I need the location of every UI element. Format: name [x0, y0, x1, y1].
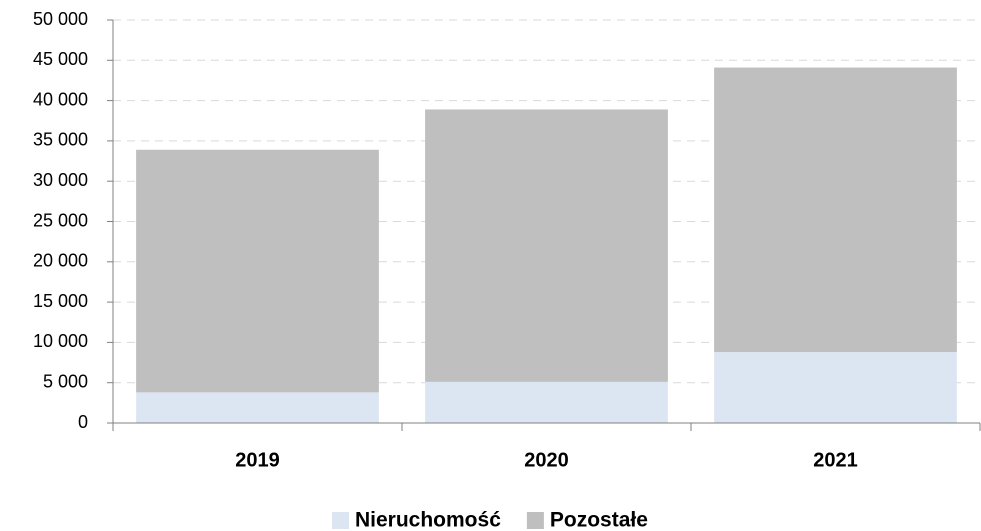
y-tick-label: 10 000: [33, 331, 88, 351]
bar-segment: [425, 109, 668, 382]
y-tick-label: 0: [78, 412, 88, 432]
x-tick-label: 2021: [813, 449, 858, 471]
bar-segment: [425, 381, 668, 423]
legend-label: Pozostałe: [550, 509, 648, 531]
y-tick-label: 25 000: [33, 210, 88, 230]
y-tick-label: 35 000: [33, 130, 88, 150]
bar-segment: [136, 392, 379, 423]
bar-segment: [714, 352, 957, 423]
y-tick-label: 40 000: [33, 89, 88, 109]
x-tick-label: 2019: [235, 449, 280, 471]
y-tick-label: 45 000: [33, 49, 88, 69]
legend-swatch: [526, 512, 544, 529]
legend-label: Nieruchomość: [355, 509, 501, 531]
y-tick-label: 30 000: [33, 170, 88, 190]
y-tick-label: 5 000: [43, 371, 88, 391]
bar-segment: [136, 149, 379, 393]
x-tick-label: 2020: [524, 449, 569, 471]
bar-segment: [714, 67, 957, 353]
y-tick-label: 20 000: [33, 251, 88, 271]
legend-swatch: [332, 512, 349, 529]
y-tick-label: 50 000: [33, 9, 88, 29]
y-tick-label: 15 000: [33, 291, 88, 311]
